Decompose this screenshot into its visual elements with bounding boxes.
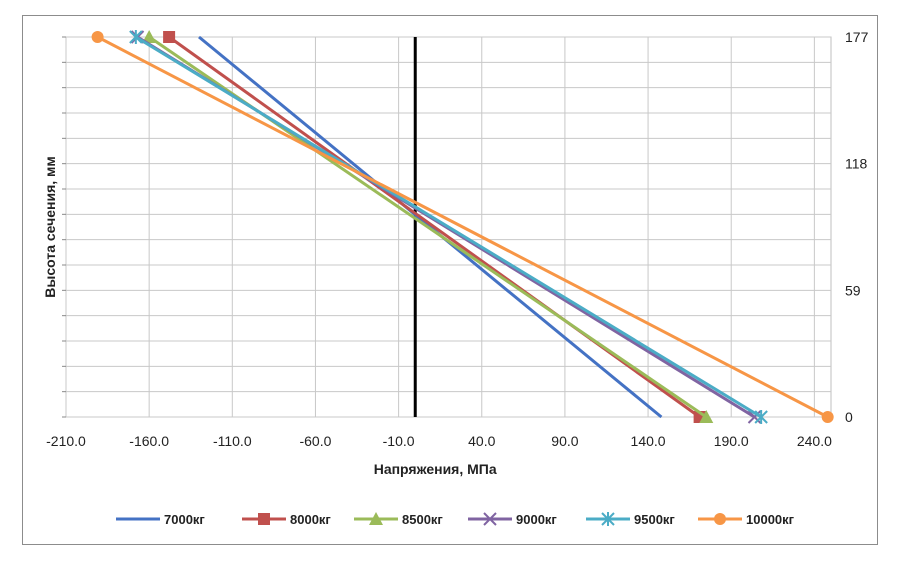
legend-label: 10000кг xyxy=(746,512,795,527)
y-axis-title: Высота сечения, мм xyxy=(42,156,58,297)
legend-label: 8500кг xyxy=(402,512,443,527)
x-tick-label: 240.0 xyxy=(797,433,832,449)
y-tick-label: 59 xyxy=(845,282,861,298)
series-marker xyxy=(258,513,270,525)
legend-item: 7000кг xyxy=(116,512,205,527)
chart-frame: -210.0 -160.0 -110.0 -60.0 -10.0 40.0 90.0 140.… xyxy=(22,15,878,545)
legend-item: 9000кг xyxy=(468,512,557,527)
series-marker xyxy=(163,31,176,43)
series-marker xyxy=(821,411,834,423)
y-tick-label: 0 xyxy=(845,409,853,425)
y-tick-label: 177 xyxy=(845,29,869,45)
legend-item: 8500кг xyxy=(354,512,443,527)
legend-label: 9000кг xyxy=(516,512,557,527)
series-marker xyxy=(714,513,726,525)
series-marker xyxy=(483,512,497,526)
legend-item: 10000кг xyxy=(698,512,795,527)
series-line xyxy=(135,35,762,419)
series-8500кг xyxy=(142,30,714,423)
series-marker xyxy=(129,30,143,44)
x-axis-title: Напряжения, МПа xyxy=(374,461,497,477)
series-marker xyxy=(91,31,104,43)
series-line xyxy=(168,35,701,419)
x-tick-label: 40.0 xyxy=(468,433,495,449)
x-tick-labels: -210.0 -160.0 -110.0 -60.0 -10.0 40.0 90.0 140.… xyxy=(46,433,832,449)
series-10000кг xyxy=(91,31,834,423)
x-tick-label: -10.0 xyxy=(383,433,415,449)
x-tick-label: 90.0 xyxy=(551,433,578,449)
legend-label: 7000кг xyxy=(164,512,205,527)
legend-label: 9500кг xyxy=(634,512,675,527)
series-lines xyxy=(91,30,834,424)
series-marker xyxy=(699,410,714,423)
y-tick-labels: 0 59 118 177 xyxy=(845,29,869,425)
legend: 7000кг 8000кг 8500кг 9000кг 9500кг 10000кг xyxy=(116,512,795,527)
x-tick-label: 140.0 xyxy=(631,433,666,449)
series-8000кг xyxy=(163,31,706,423)
x-tick-label: -60.0 xyxy=(299,433,331,449)
y-tick-label: 118 xyxy=(845,156,868,172)
x-tick-label: -160.0 xyxy=(129,433,169,449)
series-marker xyxy=(601,512,615,526)
x-tick-label: -210.0 xyxy=(46,433,86,449)
chart-svg: -210.0 -160.0 -110.0 -60.0 -10.0 40.0 90.0 140.… xyxy=(42,29,869,527)
series-marker xyxy=(754,410,768,424)
series-line xyxy=(96,35,829,419)
x-tick-label: -110.0 xyxy=(213,433,252,449)
x-tick-label: 190.0 xyxy=(714,433,749,449)
series-marker xyxy=(369,512,383,525)
legend-label: 8000кг xyxy=(290,512,331,527)
series-9500кг xyxy=(129,30,768,424)
legend-item: 8000кг xyxy=(242,512,331,527)
series-marker xyxy=(142,30,157,43)
legend-item: 9500кг xyxy=(586,512,675,527)
